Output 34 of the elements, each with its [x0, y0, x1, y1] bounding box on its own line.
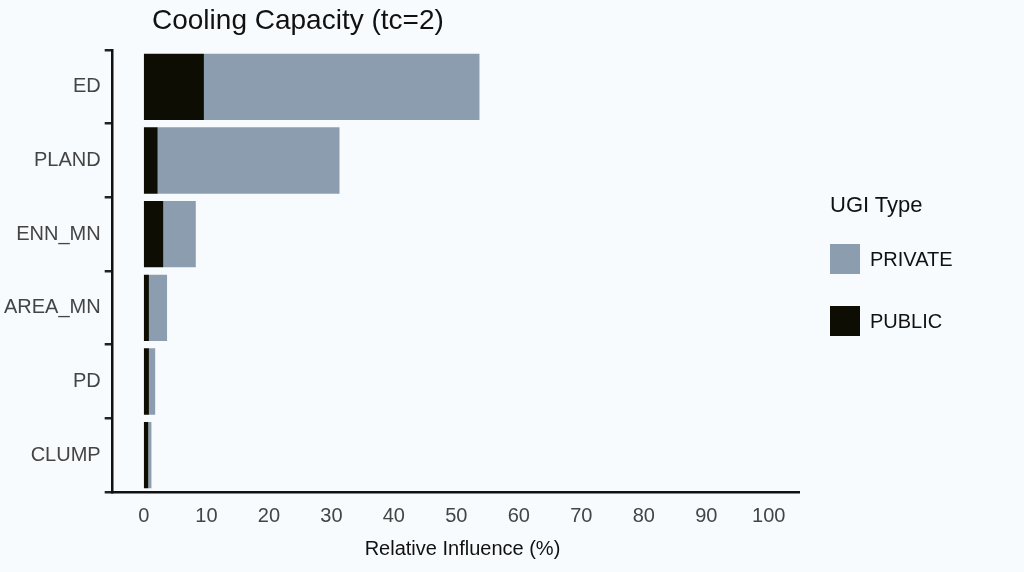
bar: [157, 127, 340, 194]
bar: [148, 274, 168, 341]
x-tick-label: 90: [695, 503, 718, 526]
x-tick-label: 40: [382, 503, 405, 526]
bar: [143, 127, 158, 194]
x-tick-label: 30: [320, 503, 343, 526]
bar: [203, 53, 480, 120]
bar: [163, 201, 196, 268]
bar: [143, 53, 204, 120]
x-tick-label: 10: [195, 503, 218, 526]
y-tick-label: AREA_MN: [3, 295, 101, 319]
legend-label: PRIVATE: [870, 247, 953, 271]
x-tick-label: 0: [138, 503, 150, 526]
x-tick-label: 70: [570, 503, 593, 526]
bar: [143, 201, 164, 268]
x-axis-title: Relative Influence (%): [363, 537, 562, 560]
y-tick-label: PLAND: [33, 148, 101, 171]
legend-title: UGI Type: [830, 192, 924, 218]
legend-label: PUBLIC: [870, 309, 943, 333]
bar: [143, 422, 149, 489]
x-tick-label: 20: [257, 503, 281, 526]
bar: [148, 422, 152, 489]
bar: [148, 348, 156, 415]
bar: [143, 274, 149, 341]
bar: [143, 348, 149, 415]
y-tick-label: ED: [72, 74, 101, 97]
x-tick-label: 60: [507, 503, 530, 526]
y-tick-label: PD: [72, 369, 101, 392]
y-tick-label: ENN_MN: [16, 221, 101, 245]
chart-title: Cooling Capacity (tc=2): [152, 4, 444, 36]
x-tick-label: 80: [632, 503, 655, 526]
y-tick-label: CLUMP: [30, 442, 101, 465]
x-tick-label: 100: [752, 503, 786, 526]
x-tick-label: 50: [445, 503, 468, 526]
